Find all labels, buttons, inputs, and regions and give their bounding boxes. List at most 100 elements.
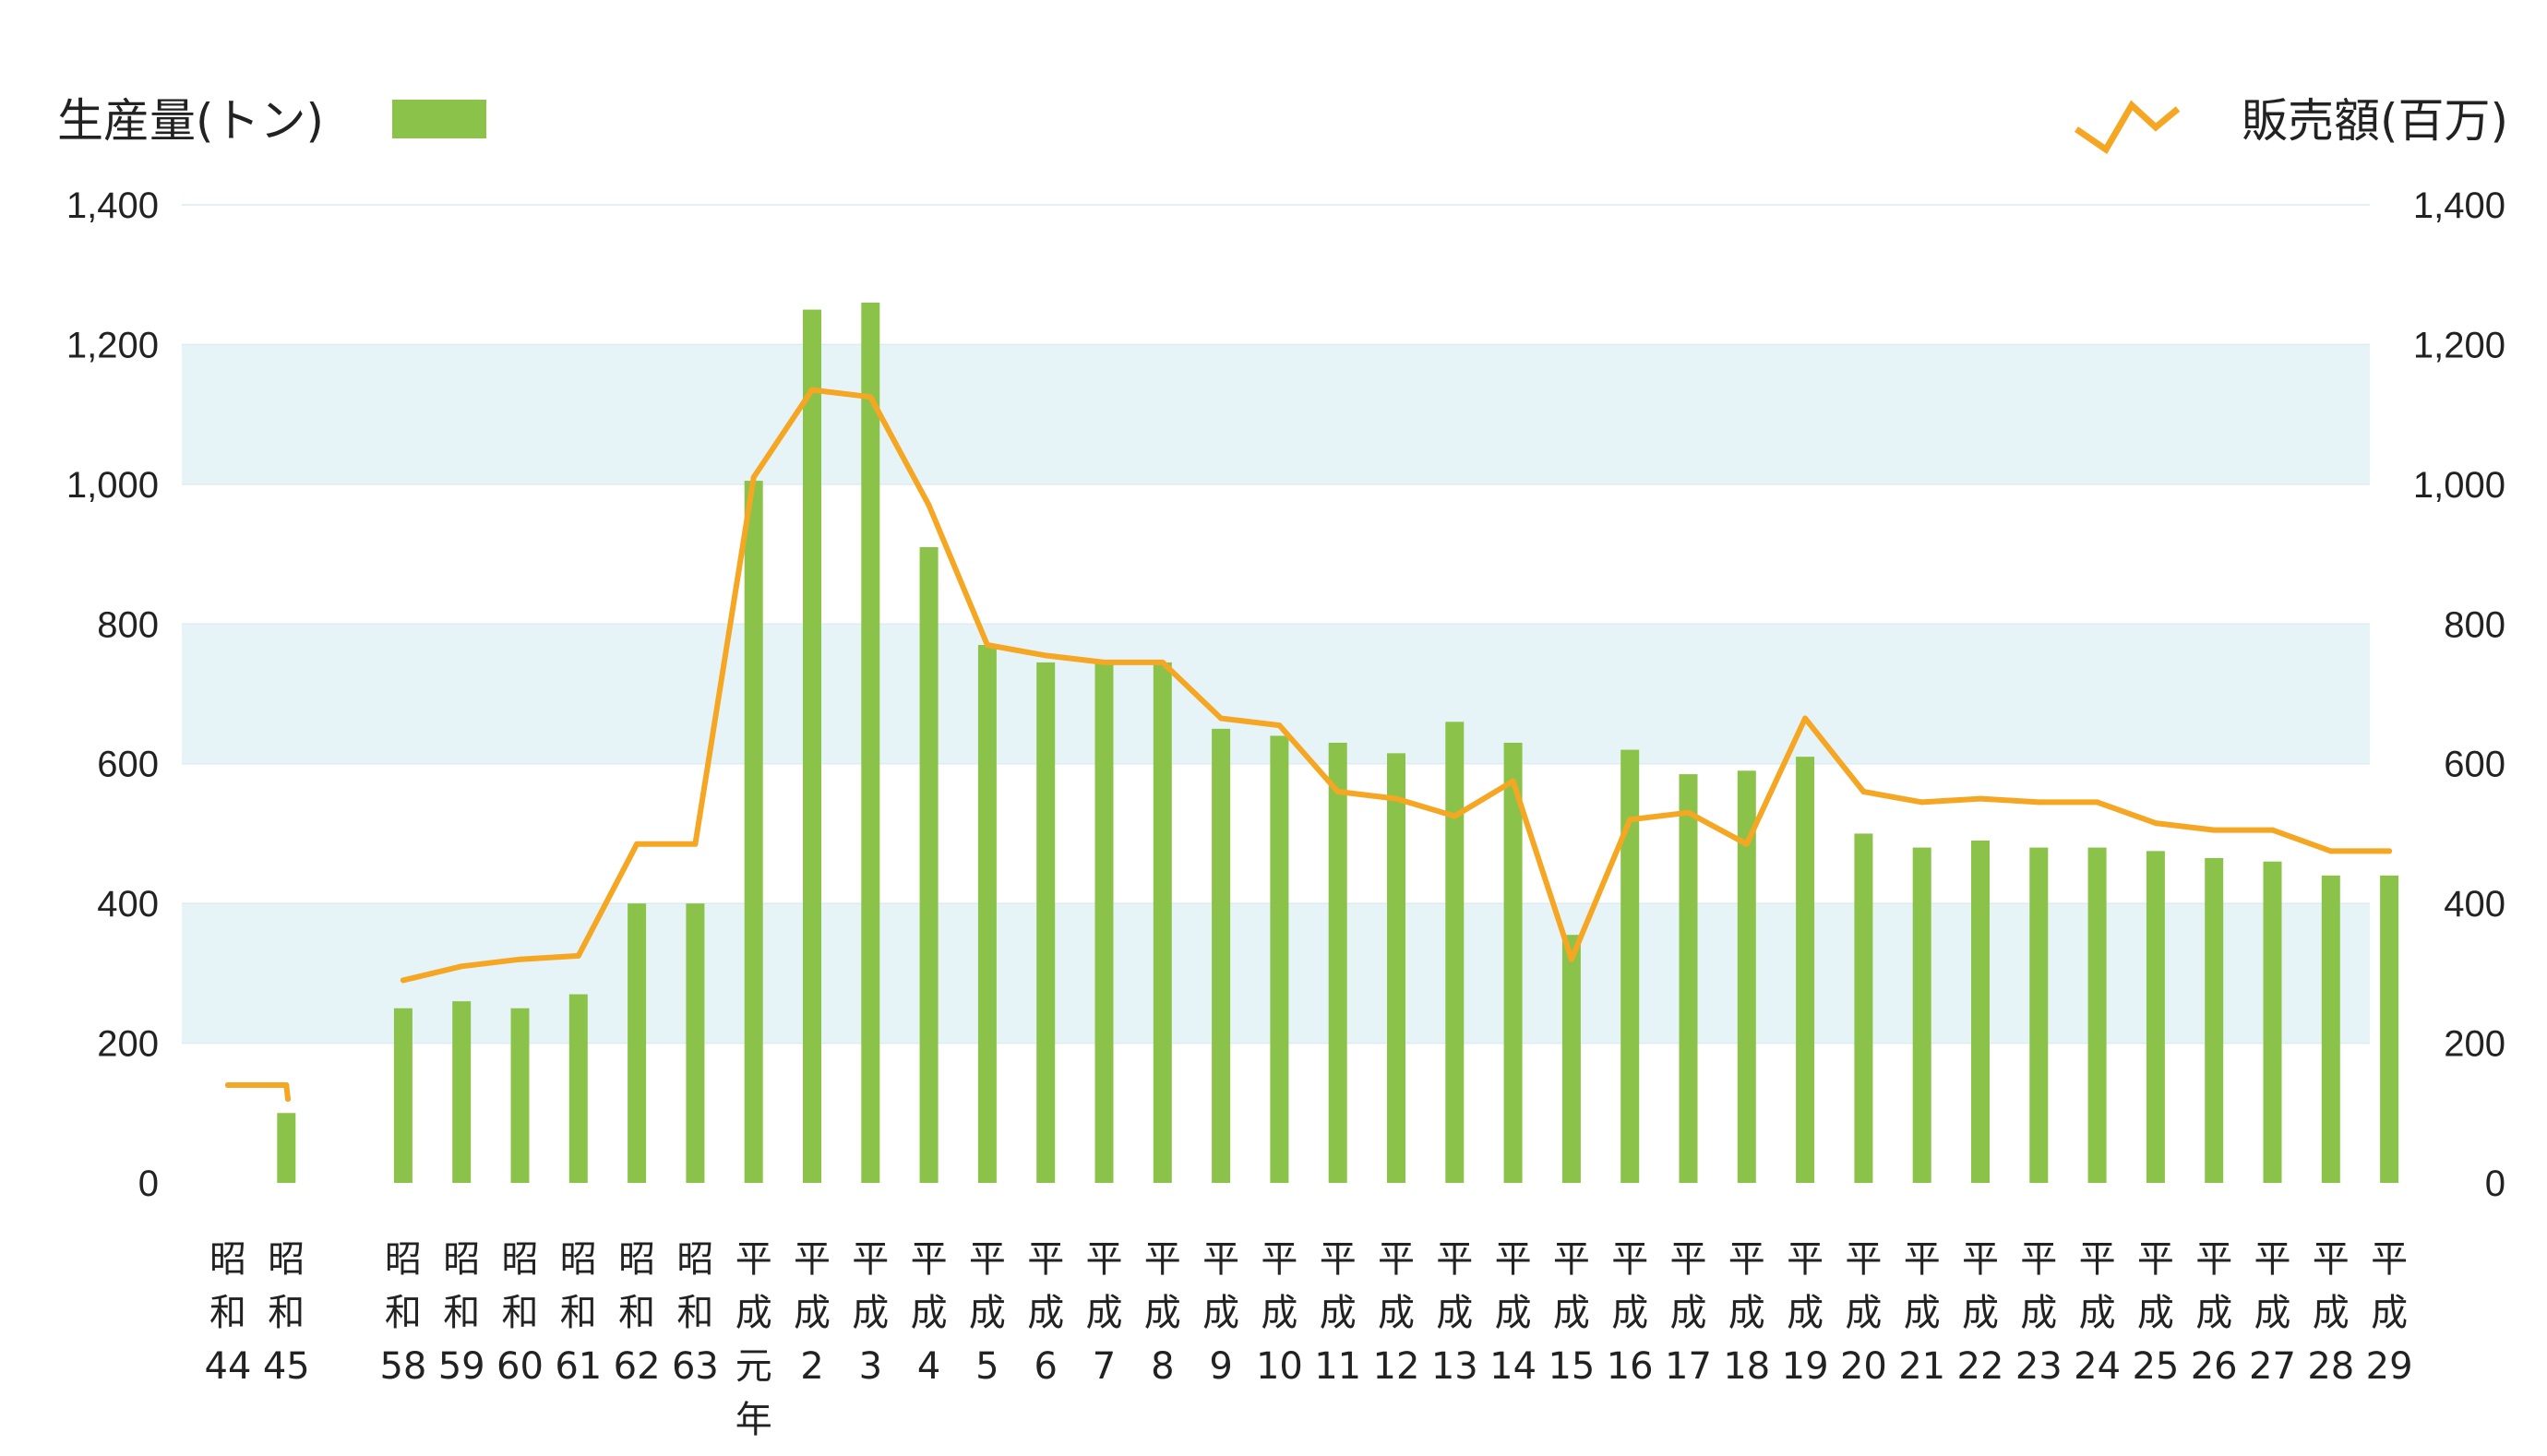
y-left-tick-label: 1,200 <box>66 325 159 365</box>
x-tick-label: 平 <box>1787 1238 1824 1281</box>
bar <box>2146 851 2165 1183</box>
x-tick-label: 20 <box>1840 1345 1887 1388</box>
x-tick-label: 平 <box>2254 1238 2291 1281</box>
x-tick-label: 成 <box>2020 1292 2057 1334</box>
y-left-tick-label: 800 <box>97 604 159 645</box>
legend-bar-swatch <box>392 100 486 138</box>
x-tick-label: 10 <box>1256 1345 1303 1388</box>
x-tick-label: 成 <box>2079 1292 2116 1334</box>
x-tick-label: 成 <box>2254 1292 2291 1334</box>
x-tick-label: 3 <box>859 1345 882 1388</box>
x-tick-label: 成 <box>1261 1292 1297 1334</box>
x-tick-label: 平 <box>1670 1238 1707 1281</box>
line-point <box>517 956 523 962</box>
line-point <box>1919 799 1925 806</box>
x-tick-label: 4 <box>917 1345 940 1388</box>
x-tick-label: 5 <box>975 1345 998 1388</box>
gridlines <box>182 204 2370 1044</box>
line-point <box>1627 817 1633 823</box>
bar <box>1854 833 1873 1183</box>
bar <box>2321 875 2340 1183</box>
legend-left-label: 生産量(トン) <box>57 94 324 148</box>
x-tick-label: 成 <box>1728 1292 1765 1334</box>
x-tick-label: 成 <box>1320 1292 1357 1334</box>
y-left-tick-label: 600 <box>97 745 159 785</box>
bar <box>1912 847 1931 1183</box>
x-tick-label: 平 <box>2079 1238 2116 1281</box>
x-tick-label: 平 <box>2137 1238 2174 1281</box>
line-point <box>2211 827 2218 833</box>
x-tick-label: 成 <box>1962 1292 1999 1334</box>
x-tick-label: 平 <box>735 1238 772 1281</box>
bar <box>452 1001 472 1183</box>
line-point <box>1159 659 1166 665</box>
x-tick-label: 平 <box>852 1238 889 1281</box>
bar-series <box>277 303 2399 1184</box>
bar <box>1971 841 1990 1183</box>
x-tick-label: 平 <box>794 1238 831 1281</box>
bar <box>1503 743 1523 1183</box>
bar <box>1796 757 1815 1183</box>
x-tick-label: 成 <box>1378 1292 1415 1334</box>
x-tick-label: 成 <box>2137 1292 2174 1334</box>
x-tick-label: 平 <box>1553 1238 1590 1281</box>
line-point <box>285 1096 291 1103</box>
y-right-tick-label: 1,200 <box>2413 325 2505 365</box>
x-tick-label: 12 <box>1373 1345 1420 1388</box>
x-tick-label: 昭 <box>268 1238 305 1281</box>
bar <box>803 309 821 1184</box>
x-tick-label: 6 <box>1034 1345 1057 1388</box>
y-left-tick-label: 200 <box>97 1024 159 1065</box>
x-tick-label: 14 <box>1489 1345 1537 1388</box>
x-tick-label: 平 <box>2020 1238 2057 1281</box>
bar <box>1036 662 1056 1183</box>
bar <box>510 1008 530 1183</box>
x-tick-label: 成 <box>1202 1292 1239 1334</box>
line-point <box>1568 956 1574 962</box>
bar <box>2205 857 2224 1183</box>
line-point <box>750 474 757 481</box>
y-left-tick-label: 400 <box>97 884 159 925</box>
x-tick-label: 平 <box>1027 1238 1064 1281</box>
bar <box>2263 861 2282 1183</box>
x-tick-label: 和 <box>560 1292 597 1334</box>
line-point <box>1510 778 1516 784</box>
y-right-tick-label: 1,000 <box>2413 465 2505 506</box>
x-tick-label: 平 <box>1202 1238 1239 1281</box>
line-point <box>400 977 406 984</box>
x-tick-label: 平 <box>1611 1238 1648 1281</box>
x-tick-label: 17 <box>1665 1345 1712 1388</box>
x-tick-label: 和 <box>618 1292 655 1334</box>
bar <box>2087 847 2107 1183</box>
x-tick-label: 60 <box>496 1345 544 1388</box>
line-point <box>1218 715 1225 722</box>
x-tick-label: 26 <box>2191 1345 2238 1388</box>
x-tick-label: 7 <box>1093 1345 1116 1388</box>
x-tick-label: 成 <box>1787 1292 1824 1334</box>
bar <box>1387 753 1405 1183</box>
x-tick-label: 成 <box>2313 1292 2350 1334</box>
bar <box>628 903 647 1183</box>
x-tick-label: 成 <box>852 1292 889 1334</box>
line-point <box>634 841 640 847</box>
x-tick-label: 23 <box>2015 1345 2063 1388</box>
x-tick-label: 成 <box>2371 1292 2408 1334</box>
y-right-tick-label: 400 <box>2444 884 2505 925</box>
x-tick-label: 成 <box>1027 1292 1064 1334</box>
y-left-tick-label: 1,000 <box>66 465 159 506</box>
bar <box>1153 662 1172 1183</box>
line-point <box>1802 715 1809 722</box>
legend-right-label: 販売額(百万) <box>2242 94 2508 148</box>
x-tick-label: 平 <box>1320 1238 1357 1281</box>
line-point <box>809 387 815 393</box>
x-tick-label: 昭 <box>209 1238 246 1281</box>
y-axis-left: 0 200 400 600 800 1,000 1,200 1,400 <box>66 185 159 1204</box>
line-point <box>1393 795 1399 802</box>
y-axis-right: 0 200 400 600 800 1,000 1,200 1,400 <box>2413 185 2505 1204</box>
x-tick-label: 29 <box>2366 1345 2413 1388</box>
y-left-tick-label: 1,400 <box>66 185 159 226</box>
x-tick-label: 年 <box>735 1399 772 1441</box>
x-tick-label: 成 <box>735 1292 772 1334</box>
x-tick-label: 平 <box>1261 1238 1297 1281</box>
x-tick-label: 和 <box>443 1292 480 1334</box>
